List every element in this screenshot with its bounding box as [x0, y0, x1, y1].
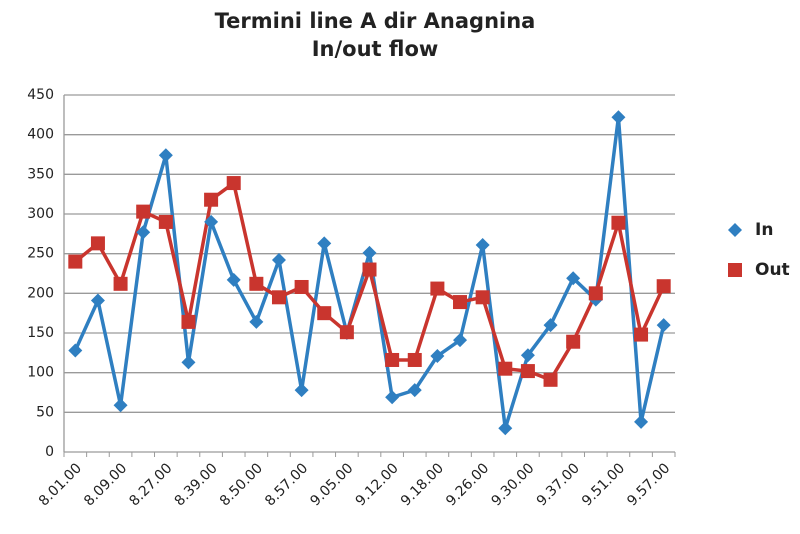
- marker: [158, 148, 173, 163]
- marker: [294, 383, 309, 398]
- marker: [611, 215, 626, 230]
- marker: [68, 254, 83, 269]
- x-tick-label: 9.26.00: [443, 460, 492, 509]
- marker: [543, 372, 558, 387]
- legend-label: Out: [755, 260, 790, 280]
- x-tick-label: 9.37.00: [534, 460, 583, 509]
- chart-title: Termini line A dir Anagnina: [215, 9, 536, 33]
- y-tick-label: 0: [45, 444, 54, 460]
- x-tick-label: 9.05.00: [307, 460, 356, 509]
- y-tick-label: 350: [27, 166, 54, 182]
- marker: [136, 204, 151, 219]
- marker: [249, 314, 264, 329]
- marker: [90, 293, 105, 308]
- marker: [271, 290, 286, 305]
- x-tick-label: 8.57.00: [262, 460, 311, 509]
- marker: [520, 348, 535, 363]
- marker: [520, 364, 535, 379]
- y-tick-label: 250: [27, 246, 54, 262]
- y-tick-label: 200: [27, 285, 54, 301]
- marker: [204, 214, 219, 229]
- y-tick-label: 400: [27, 127, 54, 143]
- marker: [385, 390, 400, 405]
- x-tick-label: 9.12.00: [353, 460, 402, 509]
- marker: [181, 314, 196, 329]
- marker: [407, 383, 422, 398]
- x-tick-label: 9.18.00: [398, 460, 447, 509]
- marker: [181, 355, 196, 370]
- y-tick-label: 300: [27, 206, 54, 222]
- marker: [498, 421, 513, 436]
- legend-marker: [728, 263, 742, 277]
- marker: [588, 286, 603, 301]
- marker: [317, 306, 332, 321]
- marker: [294, 279, 309, 294]
- marker: [498, 361, 513, 376]
- marker: [475, 237, 490, 252]
- marker: [271, 253, 286, 268]
- marker: [362, 245, 377, 260]
- legend-label: In: [755, 220, 773, 240]
- marker: [475, 290, 490, 305]
- marker: [317, 236, 332, 251]
- marker: [136, 225, 151, 240]
- marker: [249, 276, 264, 291]
- marker: [68, 343, 83, 358]
- marker: [339, 325, 354, 340]
- marker: [543, 318, 558, 333]
- marker: [634, 414, 649, 429]
- marker: [634, 327, 649, 342]
- marker: [611, 110, 626, 125]
- marker: [566, 334, 581, 349]
- marker: [453, 333, 468, 348]
- y-tick-label: 100: [27, 365, 54, 381]
- marker: [226, 272, 241, 287]
- marker: [656, 318, 671, 333]
- x-tick-label: 8.50.00: [217, 460, 266, 509]
- marker: [204, 192, 219, 207]
- marker: [362, 262, 377, 277]
- marker: [430, 349, 445, 364]
- marker: [407, 352, 422, 367]
- marker: [158, 214, 173, 229]
- marker: [566, 271, 581, 286]
- marker: [453, 295, 468, 310]
- x-tick-label: 9.30.00: [488, 460, 537, 509]
- legend-marker: [728, 223, 742, 237]
- y-tick-label: 150: [27, 325, 54, 341]
- y-tick-label: 50: [36, 404, 54, 420]
- x-tick-label: 8.09.00: [81, 460, 130, 509]
- x-tick-label: 8.27.00: [126, 460, 175, 509]
- x-tick-label: 9.51.00: [579, 460, 628, 509]
- marker: [90, 236, 105, 251]
- marker: [385, 352, 400, 367]
- x-tick-label: 9.57.00: [624, 460, 673, 509]
- marker: [430, 281, 445, 296]
- chart-title: In/out flow: [312, 37, 439, 61]
- marker: [113, 398, 128, 413]
- marker: [226, 176, 241, 191]
- x-tick-label: 8.39.00: [172, 460, 221, 509]
- marker: [113, 276, 128, 291]
- x-tick-label: 8.01.00: [36, 460, 85, 509]
- y-tick-label: 450: [27, 87, 54, 103]
- marker: [656, 279, 671, 294]
